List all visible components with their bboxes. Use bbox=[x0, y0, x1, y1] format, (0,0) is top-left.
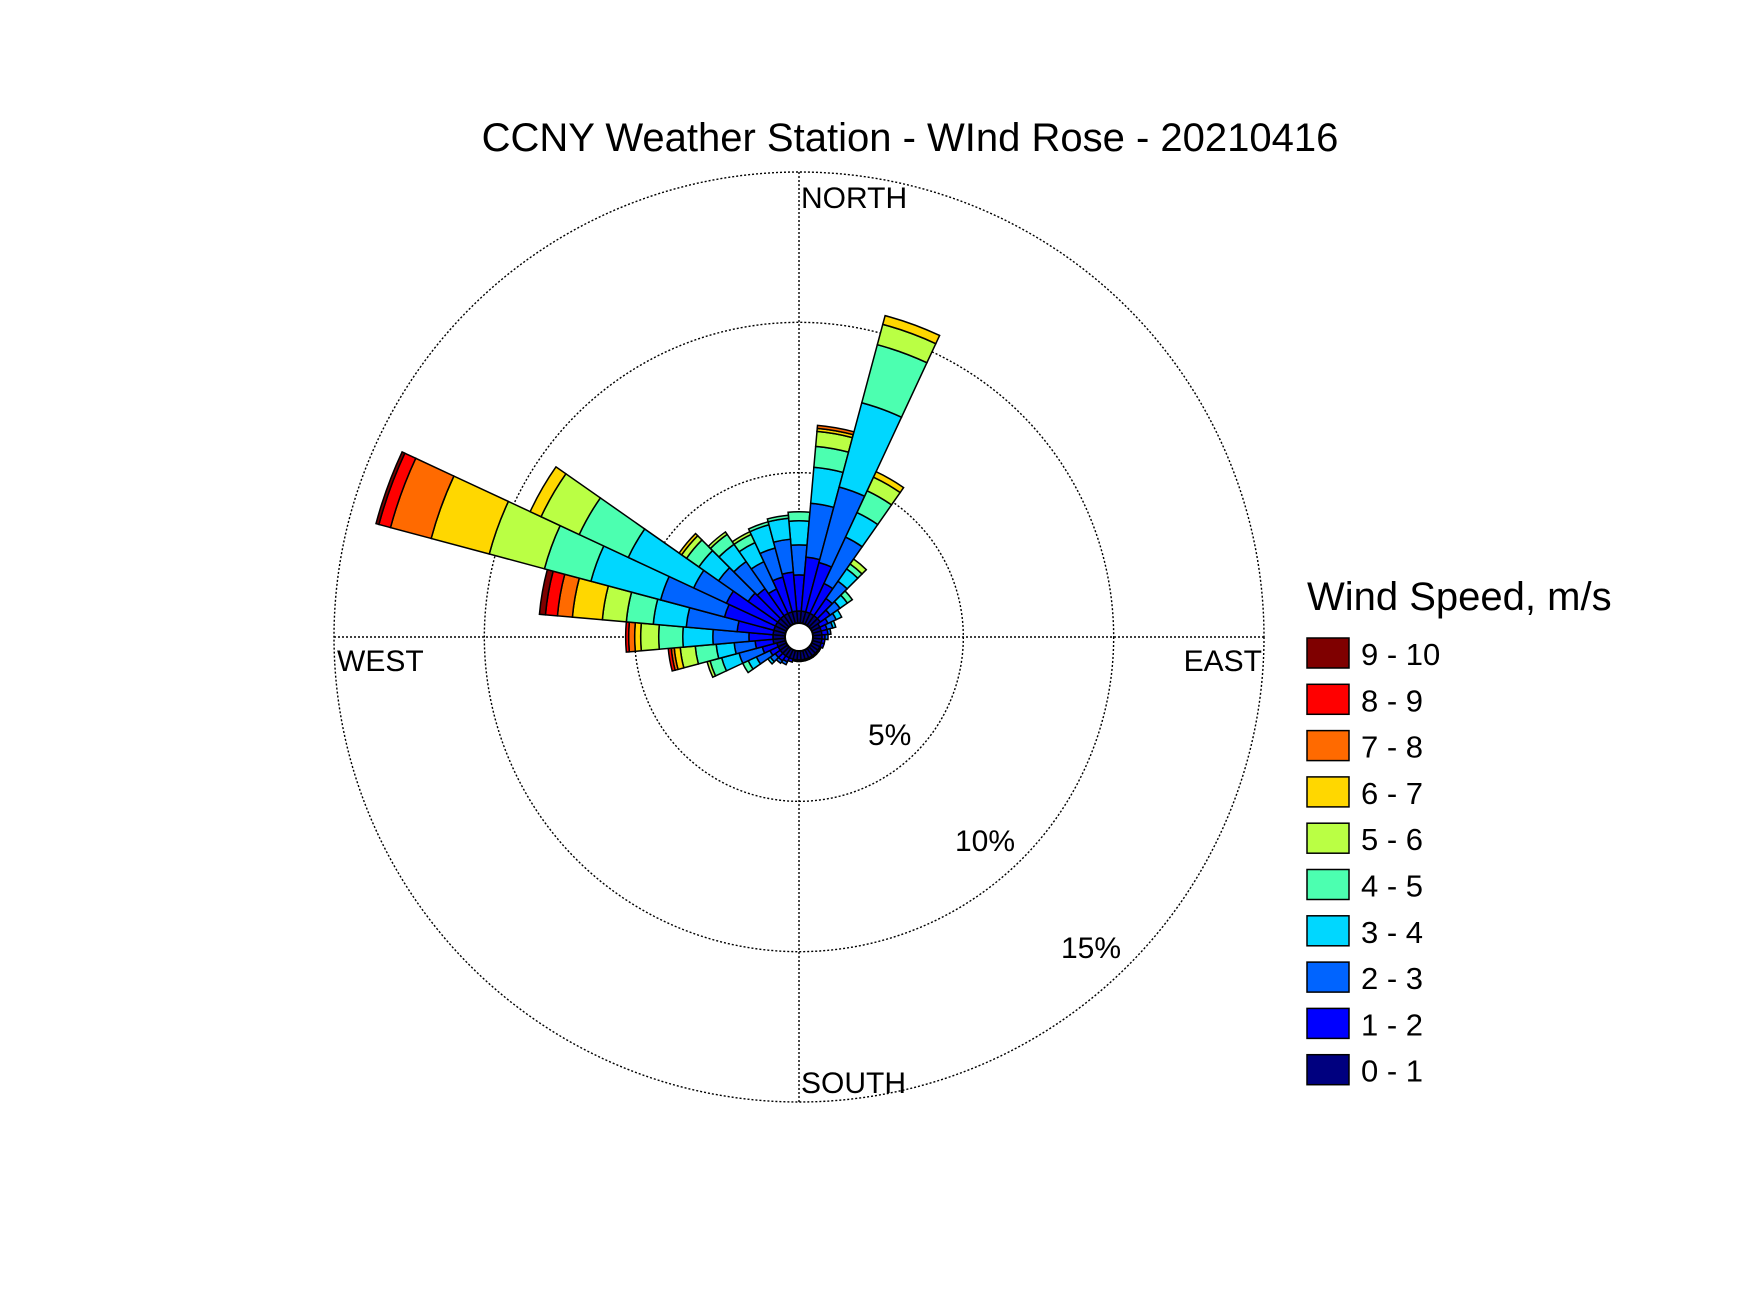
legend-label-3: 3 - 4 bbox=[1361, 915, 1423, 950]
wind-sectors bbox=[375, 314, 941, 679]
legend-label-8: 8 - 9 bbox=[1361, 683, 1423, 718]
sector-segment-90-bin-2 bbox=[824, 633, 829, 641]
legend-swatch-8 bbox=[1306, 683, 1350, 716]
legend-label-6: 6 - 7 bbox=[1361, 776, 1423, 811]
radial-tick-label-5: 5% bbox=[868, 719, 911, 752]
sector-segment-270-bin-5 bbox=[639, 622, 661, 652]
sector-segment-270-bin-4 bbox=[657, 623, 685, 651]
sector-segment-270-bin-8 bbox=[624, 621, 631, 653]
sector-segment-80-bin-2 bbox=[826, 627, 832, 636]
radial-tick-label-15: 15% bbox=[1061, 932, 1121, 965]
sector-segment-60-bin-3 bbox=[831, 608, 843, 621]
direction-label-east: EAST bbox=[1184, 645, 1262, 678]
radial-tick-label-10: 10% bbox=[955, 825, 1015, 858]
legend-label-5: 5 - 6 bbox=[1361, 822, 1423, 857]
sector-segment-320-bin-5 bbox=[707, 530, 729, 550]
legend-swatch-7 bbox=[1306, 729, 1350, 762]
sector-segment-0-bin-4 bbox=[787, 511, 811, 523]
chart-title: CCNY Weather Station - WInd Rose - 20210… bbox=[482, 116, 1339, 160]
legend-title: Wind Speed, m/s bbox=[1307, 575, 1612, 619]
legend-swatch-6 bbox=[1306, 776, 1350, 808]
sector-segment-30-bin-6 bbox=[872, 470, 905, 494]
sector-segment-0-bin-3 bbox=[788, 520, 810, 546]
legend-label-2: 2 - 3 bbox=[1361, 961, 1423, 996]
legend-swatch-4 bbox=[1306, 868, 1350, 901]
direction-label-south: SOUTH bbox=[801, 1067, 906, 1100]
grid-circle bbox=[483, 321, 1115, 953]
legend-label-9: 9 - 10 bbox=[1361, 637, 1440, 672]
legend-swatch-1 bbox=[1306, 1007, 1350, 1040]
sector-segment-290-bin-9 bbox=[375, 450, 406, 526]
direction-label-north: NORTH bbox=[801, 182, 907, 215]
center-hole bbox=[784, 622, 814, 652]
sector-segment-300-bin-6 bbox=[529, 465, 567, 518]
legend-label-7: 7 - 8 bbox=[1361, 730, 1423, 765]
legend-swatch-0 bbox=[1306, 1053, 1350, 1086]
sector-segment-20-bin-6 bbox=[881, 314, 941, 345]
sector-segment-50-bin-4 bbox=[839, 589, 854, 605]
sector-segment-350-bin-4 bbox=[766, 514, 790, 523]
legend-label-1: 1 - 2 bbox=[1361, 1007, 1423, 1042]
legend-swatch-3 bbox=[1306, 915, 1350, 947]
legend-swatch-9 bbox=[1306, 637, 1350, 669]
legend-label-0: 0 - 1 bbox=[1361, 1054, 1423, 1089]
direction-label-west: WEST bbox=[337, 645, 424, 678]
sector-segment-270-bin-3 bbox=[682, 626, 714, 648]
legend: Wind Speed, m/s 9 - 10 8 - 9 7 - 8 6 - 7 5 -… bbox=[1306, 575, 1612, 1089]
sector-segment-310-bin-6 bbox=[678, 532, 699, 556]
sector-segment-40-bin-5 bbox=[849, 557, 868, 576]
legend-swatch-2 bbox=[1306, 961, 1350, 993]
legend-label-4: 4 - 5 bbox=[1361, 869, 1423, 904]
legend-swatch-5 bbox=[1306, 822, 1350, 854]
sector-segment-70-bin-3 bbox=[829, 619, 837, 629]
